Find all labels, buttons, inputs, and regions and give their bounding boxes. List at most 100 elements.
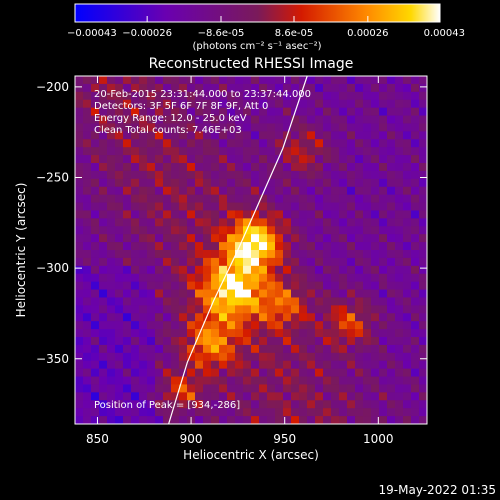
heatmap-cell [283,368,292,378]
heatmap-cell [83,202,92,211]
heatmap-cell [187,329,196,338]
heatmap-cell [115,131,124,140]
heatmap-cell [355,305,364,314]
heatmap-cell [307,257,316,267]
heatmap-cell [195,202,204,211]
heatmap-cell [163,210,172,219]
heatmap-cell [235,329,244,338]
heatmap-cell [267,273,276,283]
heatmap-cell [259,281,268,291]
heatmap-cell [147,91,156,101]
heatmap-cell [179,131,188,140]
heatmap-cell [363,178,372,188]
heatmap-cell [91,384,100,393]
heatmap-cell [315,186,324,196]
heatmap-cell [259,273,268,283]
heatmap-cell [75,123,84,132]
heatmap-cell [403,147,412,156]
heatmap-cell [75,210,84,219]
heatmap-cell [123,155,132,164]
heatmap-cell [139,265,148,275]
heatmap-cell [155,163,164,172]
heatmap-cell [227,139,236,148]
heatmap-cell [315,416,324,424]
heatmap-cell [355,384,364,393]
heatmap-cell [139,313,148,322]
heatmap-cell [371,91,380,101]
heatmap-cell [219,400,228,409]
heatmap-cell [379,147,388,156]
heatmap-cell [411,273,420,283]
heatmap-cell [155,384,164,393]
heatmap-cell [315,321,324,330]
heatmap-cell [219,321,228,330]
heatmap-cell [403,376,412,385]
heatmap-cell [291,123,300,132]
heatmap-cell [147,250,156,259]
heatmap-cell [203,131,212,140]
heatmap-cell [315,352,324,362]
heatmap-cell [291,321,300,330]
heatmap-cell [259,344,268,354]
heatmap-cell [171,305,180,314]
heatmap-cell [355,115,364,124]
heatmap-cell [387,384,396,393]
heatmap-cell [371,265,380,275]
heatmap-cell [123,360,132,370]
heatmap-cell [379,194,388,204]
heatmap-cell [411,281,420,291]
heatmap-cell [75,218,84,227]
heatmap-cell [195,376,204,385]
heatmap-cell [419,360,427,370]
heatmap-cell [99,250,108,259]
heatmap-cell [91,107,100,117]
heatmap-cell [283,281,292,291]
heatmap-cell [243,194,252,204]
heatmap-cell [83,91,92,101]
heatmap-cell [155,107,164,117]
heatmap-cell [419,234,427,243]
heatmap-cell [275,408,284,417]
heatmap-cell [75,376,84,385]
heatmap-cell [195,416,204,424]
heatmap-cell [171,273,180,283]
heatmap-cell [395,273,404,283]
heatmap-cell [147,297,156,306]
heatmap-cell [267,337,276,346]
heatmap-cell [107,384,116,393]
heatmap-cell [235,131,244,140]
heatmap-cell [147,360,156,370]
heatmap-cell [107,297,116,306]
heatmap-cell [339,186,348,196]
heatmap-cell [179,344,188,354]
heatmap-cell [331,147,340,156]
heatmap-cell [107,131,116,140]
heatmap-cell [91,91,100,101]
heatmap-cell [123,250,132,259]
heatmap-cell [123,273,132,283]
heatmap-cell [131,297,140,306]
heatmap-cell [395,344,404,354]
heatmap-cell [275,281,284,291]
heatmap-cell [91,139,100,148]
heatmap-cell [91,408,100,417]
heatmap-cell [411,226,420,235]
heatmap-cell [75,360,84,370]
heatmap-cell [323,139,332,148]
heatmap-cell [371,131,380,140]
heatmap-cell [299,76,308,85]
heatmap-cell [123,376,132,385]
heatmap-cell [243,139,252,148]
heatmap-cell [387,163,396,172]
heatmap-cell [363,210,372,219]
heatmap-cell [283,218,292,227]
heatmap-cell [139,376,148,385]
heatmap-cell [411,305,420,314]
heatmap-cell [323,376,332,385]
heatmap-cell [139,321,148,330]
heatmap-cell [267,99,276,109]
heatmap-cell [395,99,404,109]
heatmap-cell [195,170,204,180]
heatmap-cell [211,321,220,330]
heatmap-cell [347,202,356,211]
